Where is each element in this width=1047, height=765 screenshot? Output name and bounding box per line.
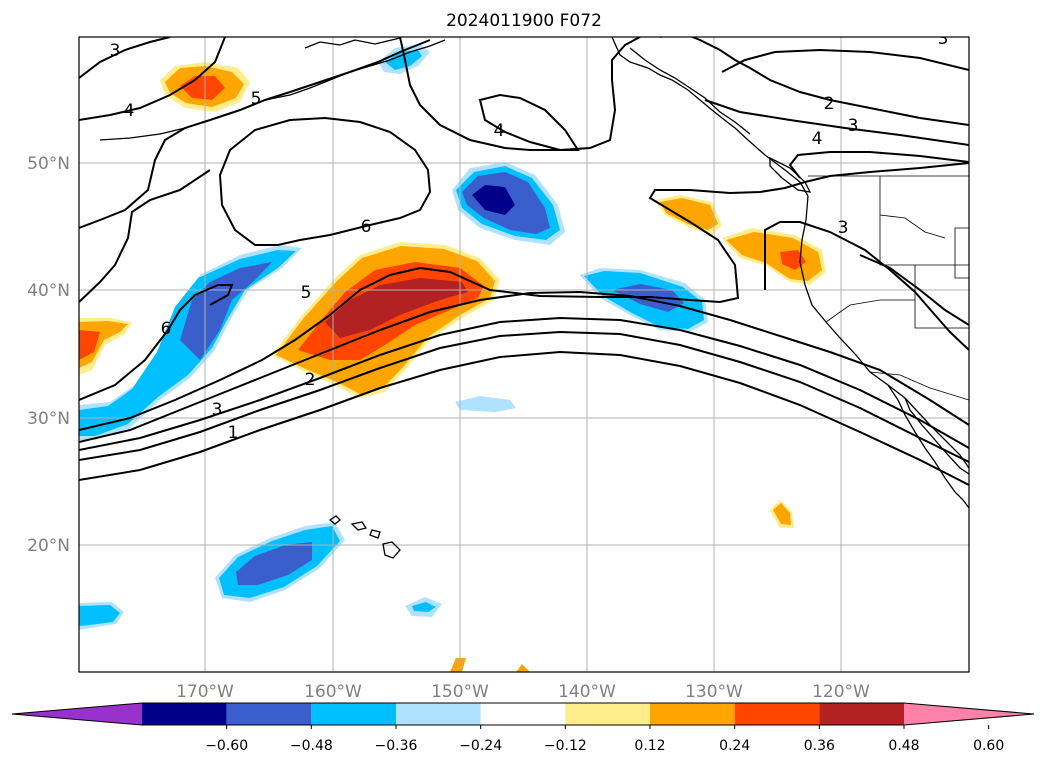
negative-anomaly xyxy=(180,262,272,360)
colorbar-swatch xyxy=(734,703,820,725)
lon-tick-label: 160°W xyxy=(304,682,362,702)
colorbar: −0.60 −0.48 −0.36 −0.24 −0.12 0.12 0.24 0.36 0.4… xyxy=(11,702,1035,754)
borders xyxy=(808,175,969,401)
lon-tick-label: 130°W xyxy=(685,682,743,702)
lat-tick-label: 40°N xyxy=(27,281,70,301)
coastlines xyxy=(99,37,969,559)
colorbar-swatch xyxy=(650,703,735,725)
contour-label: 5 xyxy=(301,283,312,303)
positive-anomaly xyxy=(79,330,100,360)
colorbar-swatch xyxy=(311,703,396,725)
plot-area: 3 4 5 4 6 6 5 2 3 1 2 3 4 3 3 xyxy=(79,29,969,672)
lon-tick-label: 140°W xyxy=(558,682,616,702)
lat-tick-label: 20°N xyxy=(27,536,70,556)
colorbar-tick-label: −0.12 xyxy=(544,738,587,754)
contour-label: 2 xyxy=(305,370,316,390)
negative-anomaly xyxy=(385,50,422,70)
contour-label: 4 xyxy=(124,101,135,121)
colorbar-swatch xyxy=(819,703,904,725)
negative-anomaly xyxy=(412,602,436,612)
colorbar-extend-low xyxy=(12,703,142,725)
contour-label: 6 xyxy=(361,217,372,237)
colorbar-swatch xyxy=(396,703,481,725)
contour-label: 4 xyxy=(494,121,505,141)
colorbar-tick-label: 0.60 xyxy=(973,738,1004,754)
anomaly-fields xyxy=(79,44,826,672)
map-title: 2024011900 F072 xyxy=(446,11,602,31)
colorbar-tick-label: 0.24 xyxy=(719,738,750,754)
positive-anomaly xyxy=(516,664,530,672)
negative-anomaly xyxy=(79,605,120,626)
contour-label: 3 xyxy=(110,41,121,61)
colorbar-tick-label: 0.36 xyxy=(804,738,835,754)
negative-anomaly xyxy=(472,185,515,215)
positive-anomaly xyxy=(726,232,822,281)
contour-label: 4 xyxy=(812,129,823,149)
contour-label: 5 xyxy=(251,89,262,109)
contour-label: 3 xyxy=(838,218,849,238)
colorbar-tick-label: −0.60 xyxy=(205,738,248,754)
colorbar-tick-label: −0.36 xyxy=(375,738,418,754)
colorbar-swatch xyxy=(226,703,312,725)
lon-tick-label: 120°W xyxy=(812,682,870,702)
colorbar-tick-label: −0.24 xyxy=(459,738,502,754)
latitude-ticks: 50°N 40°N 30°N 20°N xyxy=(27,154,70,556)
longitude-ticks: 170°W 160°W 150°W 140°W 130°W 120°W xyxy=(176,682,870,702)
contours xyxy=(79,37,969,486)
positive-anomaly xyxy=(450,658,466,672)
colorbar-tick-label: 0.12 xyxy=(634,738,665,754)
colorbar-swatch xyxy=(480,703,566,725)
positive-anomaly xyxy=(773,503,791,525)
colorbar-tick-label: 0.48 xyxy=(888,738,919,754)
gridlines xyxy=(79,37,969,672)
lat-tick-label: 30°N xyxy=(27,409,70,429)
negative-anomaly xyxy=(455,396,516,412)
lon-tick-label: 150°W xyxy=(431,682,489,702)
contour-label: 3 xyxy=(848,116,859,136)
lon-tick-label: 170°W xyxy=(176,682,234,702)
lat-tick-label: 50°N xyxy=(27,154,70,174)
positive-anomaly xyxy=(780,250,806,270)
contour-label: 6 xyxy=(161,319,172,339)
positive-anomaly xyxy=(325,278,468,338)
plot-frame xyxy=(78,36,970,673)
colorbar-outline xyxy=(11,702,1035,726)
contour-label: 3 xyxy=(938,29,949,49)
contour-label: 1 xyxy=(228,423,239,443)
negative-anomaly xyxy=(236,542,312,585)
contour-label: 2 xyxy=(824,94,835,114)
negative-anomaly xyxy=(612,284,684,312)
colorbar-swatch xyxy=(565,703,650,725)
contour-label: 3 xyxy=(212,400,223,420)
colorbar-swatch xyxy=(142,703,227,725)
colorbar-extend-high xyxy=(904,703,1034,725)
colorbar-tick-label: −0.48 xyxy=(290,738,333,754)
positive-anomaly xyxy=(660,198,718,230)
contour-labels: 3 4 5 4 6 6 5 2 3 1 2 3 4 3 3 xyxy=(110,29,949,443)
